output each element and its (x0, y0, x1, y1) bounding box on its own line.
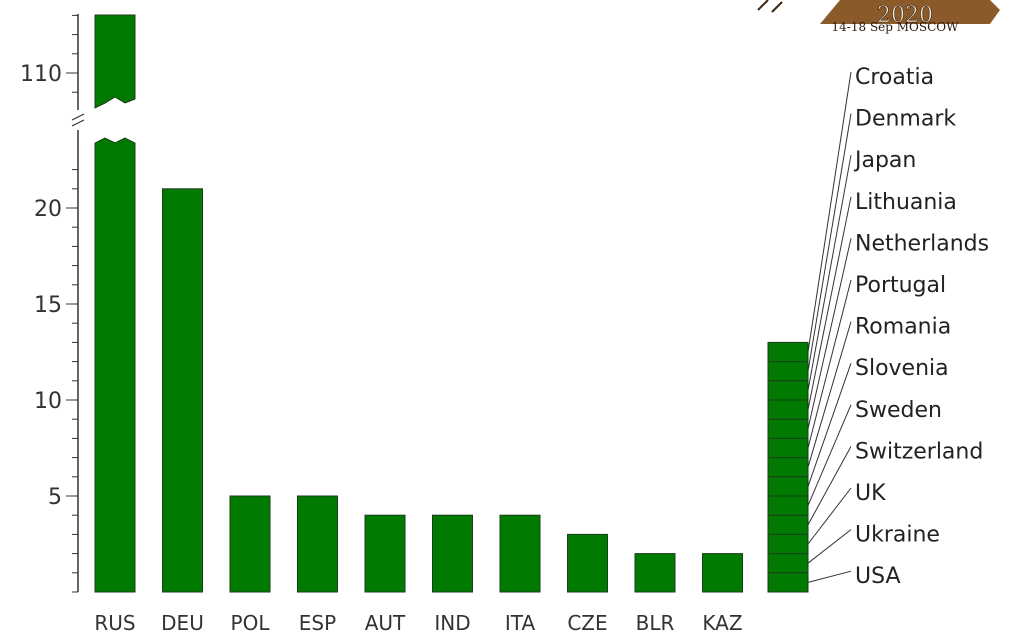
leader-line (807, 363, 852, 487)
bar-upper-part (94, 14, 136, 109)
country-label: Switzerland (855, 439, 983, 464)
bar (364, 514, 406, 593)
leader-line (807, 238, 852, 429)
x-tick-label: ITA (505, 611, 536, 634)
bar (567, 533, 608, 593)
x-tick-label: DEU (161, 611, 204, 634)
country-label: Romania (855, 315, 951, 340)
bar (702, 553, 743, 593)
country-label: Slovenia (855, 356, 949, 381)
country-label: Portugal (855, 273, 946, 298)
y-axis-break-mark (71, 113, 85, 121)
bar (634, 553, 676, 593)
y-axis-break-mark (71, 119, 85, 127)
leader-line (807, 196, 852, 410)
x-tick-label: RUS (94, 611, 135, 634)
country-label: Sweden (855, 398, 942, 423)
x-tick-label: IND (434, 611, 470, 634)
leader-line (807, 155, 852, 391)
stacked-bar-labels: Croatia Denmark Japan Lithuania Netherlands P… (807, 65, 989, 589)
bar (432, 514, 473, 593)
stacked-bar-fill (767, 341, 809, 593)
country-label: UK (855, 481, 886, 506)
leader-line (807, 446, 852, 526)
leader-line (807, 113, 852, 372)
logo-ornament (757, 0, 783, 13)
x-tick-label: BLR (636, 611, 675, 634)
y-axis: 5 10 15 20 110 (20, 14, 85, 593)
x-tick-label: ESP (299, 611, 336, 634)
leader-line (807, 404, 852, 506)
x-tick-labels: RUS DEU POL ESP AUT IND ITA CZE BLR KAZ (94, 611, 742, 634)
leader-line (807, 529, 852, 564)
x-tick-label: AUT (365, 611, 406, 634)
country-label: Netherlands (855, 231, 989, 256)
y-tick-label: 10 (34, 389, 62, 414)
bars (94, 14, 743, 593)
y-tick-label: 5 (48, 485, 62, 510)
bar (94, 137, 136, 593)
bar (499, 514, 541, 593)
leader-line (807, 71, 852, 353)
country-label: Lithuania (855, 190, 957, 215)
x-tick-label: CZE (567, 611, 607, 634)
y-tick-label: 110 (20, 62, 62, 87)
logo-year: 2020 (877, 3, 933, 28)
bar (162, 188, 203, 593)
bar (297, 495, 338, 593)
y-tick-label: 15 (34, 293, 62, 318)
logo-banner (820, 0, 1000, 24)
country-label: USA (855, 564, 901, 589)
conference-logo: 2020 14-18 Sep MOSCOW (757, 0, 1000, 34)
leader-line (807, 487, 852, 545)
leader-line (807, 279, 852, 449)
country-label: Japan (853, 148, 916, 173)
country-label: Croatia (855, 65, 934, 90)
logo-caption: 14-18 Sep MOSCOW (832, 20, 960, 34)
x-tick-label: POL (231, 611, 271, 634)
stacked-bar (767, 341, 809, 593)
x-tick-label: KAZ (702, 611, 742, 634)
country-label: Ukraine (855, 523, 940, 548)
leader-line (807, 321, 852, 468)
bar (229, 495, 271, 593)
country-label: Denmark (855, 107, 956, 132)
leader-line (807, 570, 852, 583)
y-tick-label: 20 (34, 197, 62, 222)
